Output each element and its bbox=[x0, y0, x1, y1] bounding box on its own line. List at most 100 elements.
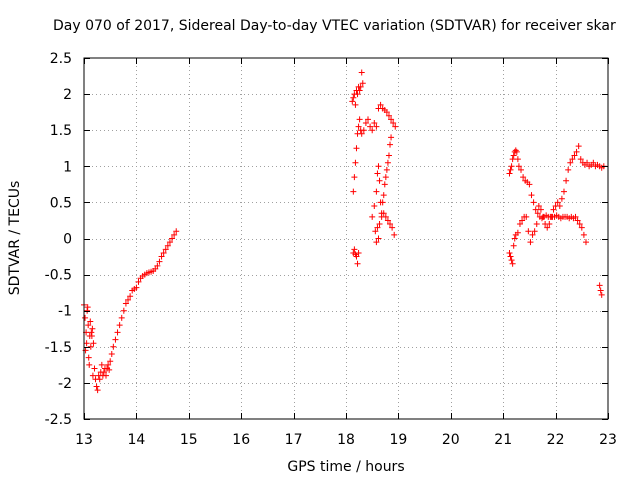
x-tick-label: 16 bbox=[232, 432, 250, 448]
data-point bbox=[371, 203, 378, 210]
data-point bbox=[169, 235, 176, 242]
data-point bbox=[535, 203, 542, 210]
data-point bbox=[166, 239, 173, 246]
data-point bbox=[387, 221, 394, 228]
data-point bbox=[506, 170, 513, 177]
data-point bbox=[507, 253, 514, 260]
data-point bbox=[548, 213, 555, 220]
data-point bbox=[110, 343, 117, 350]
data-point bbox=[575, 143, 582, 150]
data-point bbox=[162, 246, 169, 253]
data-point bbox=[510, 242, 517, 249]
y-tick-label: 2.5 bbox=[50, 51, 72, 67]
data-point bbox=[83, 340, 90, 347]
data-point bbox=[82, 347, 89, 354]
data-point bbox=[89, 325, 96, 332]
data-point bbox=[93, 383, 100, 390]
data-point bbox=[171, 231, 178, 238]
data-point bbox=[526, 181, 533, 188]
chart-title-wrap: Day 070 of 2017, Sidereal Day-to-day VTE… bbox=[0, 18, 640, 38]
data-point bbox=[362, 119, 369, 126]
data-point bbox=[88, 332, 95, 339]
x-tick-label: 20 bbox=[442, 432, 460, 448]
data-point bbox=[510, 152, 517, 159]
data-point bbox=[91, 365, 98, 372]
data-point bbox=[98, 361, 105, 368]
data-point bbox=[392, 123, 399, 130]
data-point bbox=[563, 177, 570, 184]
data-point bbox=[546, 221, 553, 228]
data-point bbox=[560, 188, 567, 195]
y-tick-label: 0.5 bbox=[50, 195, 72, 211]
data-point bbox=[537, 206, 544, 213]
data-point bbox=[376, 177, 383, 184]
data-point bbox=[578, 224, 585, 231]
data-point bbox=[507, 166, 514, 173]
data-point bbox=[84, 307, 91, 314]
data-point bbox=[373, 123, 380, 130]
data-point bbox=[135, 278, 142, 285]
data-point bbox=[354, 91, 361, 98]
data-point bbox=[374, 224, 381, 231]
x-tick-label: 18 bbox=[337, 432, 355, 448]
data-point bbox=[380, 192, 387, 199]
y-tick-label: 0 bbox=[63, 232, 72, 248]
data-point bbox=[352, 159, 359, 166]
data-point bbox=[382, 174, 389, 181]
data-point bbox=[590, 159, 597, 166]
data-point bbox=[531, 228, 538, 235]
data-point bbox=[156, 258, 163, 265]
data-point bbox=[354, 260, 361, 267]
data-point bbox=[554, 199, 561, 206]
data-point bbox=[356, 116, 363, 123]
y-tick-label: 1 bbox=[63, 159, 72, 175]
data-point bbox=[391, 231, 398, 238]
data-point bbox=[584, 159, 591, 166]
data-point bbox=[389, 224, 396, 231]
data-point bbox=[573, 148, 580, 155]
data-point bbox=[525, 228, 532, 235]
x-tick-label: 22 bbox=[547, 432, 565, 448]
data-point bbox=[375, 235, 382, 242]
data-points bbox=[81, 69, 607, 394]
data-point bbox=[527, 239, 534, 246]
data-point bbox=[90, 340, 97, 347]
x-tick-label: 15 bbox=[180, 432, 198, 448]
y-tick-label: 2 bbox=[63, 87, 72, 103]
x-tick-label: 14 bbox=[127, 432, 145, 448]
data-point bbox=[530, 199, 537, 206]
data-point bbox=[597, 287, 604, 294]
chart-title: Day 070 of 2017, Sidereal Day-to-day VTE… bbox=[53, 18, 616, 34]
data-point bbox=[133, 284, 140, 291]
data-point bbox=[381, 181, 388, 188]
data-point bbox=[565, 166, 572, 173]
data-point bbox=[105, 361, 112, 368]
data-point bbox=[107, 358, 114, 365]
x-tick-label: 23 bbox=[599, 432, 617, 448]
data-point bbox=[160, 249, 167, 256]
x-tick-label: 21 bbox=[494, 432, 512, 448]
data-point bbox=[509, 156, 516, 163]
data-point bbox=[513, 148, 520, 155]
data-point bbox=[349, 98, 356, 105]
data-point bbox=[383, 109, 390, 116]
data-point bbox=[103, 372, 110, 379]
data-point bbox=[359, 80, 366, 87]
data-point bbox=[596, 282, 603, 289]
data-point bbox=[89, 372, 96, 379]
data-point bbox=[385, 112, 392, 119]
x-tick-label: 13 bbox=[75, 432, 93, 448]
y-tick-label: -1 bbox=[58, 304, 72, 320]
data-point bbox=[106, 366, 113, 373]
data-point bbox=[528, 192, 535, 199]
data-point bbox=[387, 141, 394, 148]
data-point bbox=[355, 249, 362, 256]
data-point bbox=[380, 210, 387, 217]
data-point bbox=[374, 170, 381, 177]
data-point bbox=[582, 239, 589, 246]
data-point bbox=[377, 101, 384, 108]
data-point bbox=[382, 213, 389, 220]
data-point bbox=[353, 145, 360, 152]
data-point bbox=[390, 119, 397, 126]
